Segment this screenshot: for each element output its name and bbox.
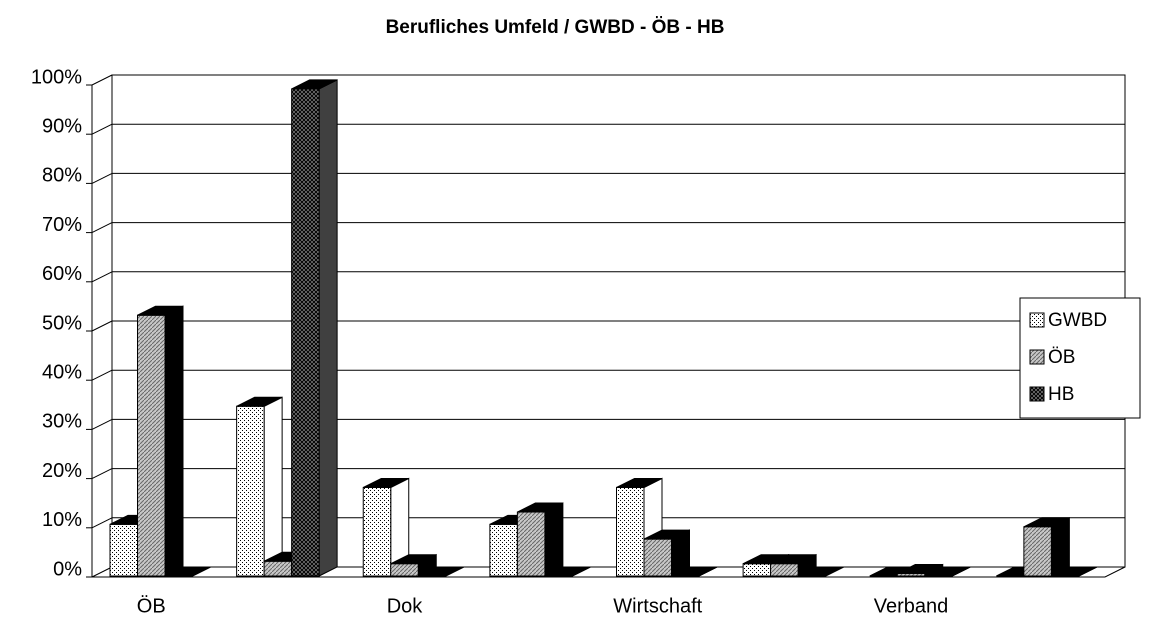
bar-top	[418, 566, 464, 577]
bar	[1023, 516, 1070, 577]
bar	[390, 553, 437, 577]
grid-line	[91, 517, 113, 529]
y-tick-label: 100%	[31, 66, 82, 88]
grid-line	[91, 222, 113, 234]
y-tick-label: 10%	[42, 509, 82, 531]
grid-line	[91, 271, 113, 283]
bar-top	[897, 564, 943, 575]
legend-swatch	[1029, 349, 1045, 365]
bar-top	[291, 79, 338, 90]
bar-top	[643, 529, 690, 540]
bar	[164, 566, 211, 577]
bar-front	[390, 563, 419, 577]
bar	[291, 79, 338, 577]
bar-front	[362, 486, 392, 577]
y-tick-label: 60%	[42, 263, 82, 285]
bar-top	[137, 305, 184, 316]
grid-line	[91, 369, 113, 381]
bar-front	[137, 314, 166, 577]
y-tick-label: 40%	[42, 361, 82, 383]
bar	[924, 566, 971, 577]
bar-top	[544, 566, 591, 577]
bar-top	[164, 566, 211, 577]
grid-line	[91, 74, 113, 86]
bar-top	[1023, 517, 1070, 528]
bar-front	[263, 560, 293, 577]
bar	[544, 566, 591, 577]
grid-line	[91, 123, 113, 135]
grid-line	[91, 172, 113, 184]
bar-top	[390, 554, 437, 565]
y-tick-label: 50%	[42, 312, 82, 334]
legend-label: GWBD	[1048, 310, 1107, 331]
bar-top	[236, 396, 283, 407]
y-tick-label: 80%	[42, 165, 82, 187]
legend-swatch	[1029, 312, 1045, 328]
bar-side	[164, 305, 184, 577]
chart-title: Berufliches Umfeld / GWBD - ÖB - HB	[386, 17, 725, 38]
bar-front	[1023, 526, 1052, 577]
bar-front	[236, 405, 265, 577]
bar-front	[109, 523, 138, 577]
x-tick-label: Dok	[387, 595, 424, 617]
bar	[643, 529, 690, 577]
y-tick-label: 90%	[42, 115, 82, 137]
bar	[236, 396, 283, 577]
legend-label: HB	[1048, 384, 1074, 405]
bar-front	[643, 538, 672, 577]
bar	[362, 477, 410, 577]
grid-line	[91, 320, 113, 332]
grid-line	[91, 418, 113, 430]
bar-side	[263, 396, 283, 577]
bar	[1051, 566, 1098, 577]
bar-front	[742, 563, 772, 577]
bar	[137, 305, 184, 577]
bar-top	[1051, 566, 1098, 577]
bar	[516, 502, 564, 577]
bar-top	[616, 477, 663, 488]
bar-top	[517, 502, 564, 513]
y-tick-label: 70%	[42, 214, 82, 236]
bar	[896, 563, 944, 577]
bar-front	[516, 511, 546, 577]
y-tick-label: 30%	[42, 411, 82, 433]
bar-top	[671, 566, 718, 577]
y-tick-label: 0%	[53, 558, 82, 580]
grid-line	[91, 566, 113, 578]
bar-front	[770, 563, 799, 577]
bar-front	[291, 88, 320, 577]
bar-side	[1050, 516, 1070, 577]
grid-line	[91, 468, 113, 480]
bar-side	[318, 79, 338, 577]
bar	[797, 566, 844, 577]
bar	[770, 553, 817, 577]
y-tick-label: 20%	[42, 460, 82, 482]
bar-top	[924, 566, 971, 577]
bar-front	[616, 486, 645, 577]
legend-label: ÖB	[1048, 347, 1075, 368]
x-tick-label: Wirtschaft	[613, 595, 702, 617]
x-tick-label: Verband	[874, 595, 949, 617]
bar-top	[363, 477, 409, 488]
bar	[418, 566, 464, 577]
x-tick-label: ÖB	[137, 595, 166, 617]
bar	[671, 566, 718, 577]
legend-swatch	[1029, 386, 1045, 402]
floor	[92, 566, 1126, 578]
bar-top	[797, 566, 844, 577]
bar-top	[770, 554, 817, 565]
bar-side	[544, 502, 564, 577]
bar-front	[489, 523, 518, 577]
